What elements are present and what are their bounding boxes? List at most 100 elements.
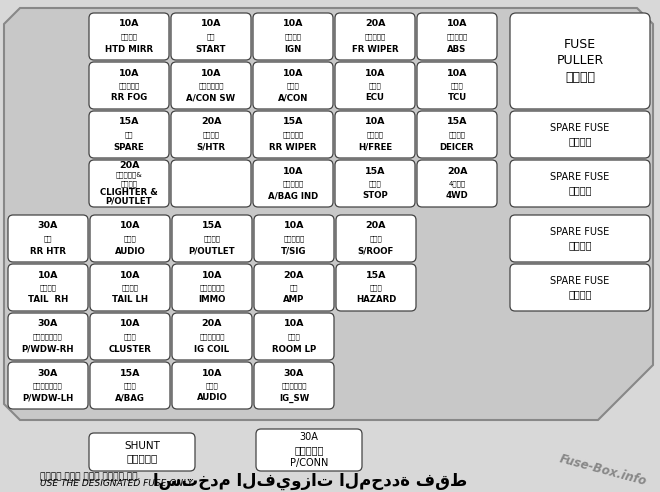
Text: CLIGHTER &: CLIGHTER &: [100, 188, 158, 197]
Text: 10A: 10A: [447, 68, 467, 78]
Text: 예비: 예비: [125, 131, 133, 138]
Text: 10A: 10A: [365, 118, 385, 126]
Text: 실내등: 실내등: [288, 333, 300, 340]
FancyBboxPatch shape: [256, 429, 362, 471]
FancyBboxPatch shape: [89, 111, 169, 158]
Text: P/OUTLET: P/OUTLET: [189, 246, 236, 255]
FancyBboxPatch shape: [172, 362, 252, 409]
Text: TAIL LH: TAIL LH: [112, 296, 148, 305]
FancyBboxPatch shape: [89, 62, 169, 109]
Text: 20A: 20A: [366, 221, 386, 230]
FancyBboxPatch shape: [172, 264, 252, 311]
Text: HAZARD: HAZARD: [356, 296, 396, 305]
Text: 정지등: 정지등: [369, 180, 381, 187]
FancyBboxPatch shape: [335, 111, 415, 158]
Text: 10A: 10A: [119, 221, 140, 230]
Text: 10A: 10A: [282, 20, 303, 29]
FancyBboxPatch shape: [253, 111, 333, 158]
Text: 비상등: 비상등: [370, 284, 382, 291]
Text: SPARE: SPARE: [114, 143, 145, 152]
Text: ABS: ABS: [447, 44, 467, 54]
Text: 선루프: 선루프: [370, 235, 382, 242]
Text: SPARE FUSE
예비퓨즈: SPARE FUSE 예비퓨즈: [550, 172, 610, 195]
Text: 파워윈도우좌측: 파워윈도우좌측: [33, 382, 63, 389]
Text: 시가라이터&: 시가라이터&: [115, 171, 143, 178]
Text: 15A: 15A: [366, 271, 386, 279]
Text: 20A: 20A: [365, 20, 385, 29]
FancyBboxPatch shape: [510, 215, 650, 262]
Text: 이그니션: 이그니션: [284, 33, 302, 40]
Text: 보조소켓: 보조소켓: [203, 235, 220, 242]
Text: 좌측미등: 좌측미등: [121, 284, 139, 291]
FancyBboxPatch shape: [254, 362, 334, 409]
Text: 전방와이퍼: 전방와이퍼: [364, 33, 385, 40]
Text: 20A: 20A: [202, 319, 222, 329]
Text: 15A: 15A: [202, 221, 222, 230]
Text: 이그니션코일: 이그니션코일: [199, 333, 225, 340]
Text: 4WD: 4WD: [446, 191, 469, 201]
Text: TAIL  RH: TAIL RH: [28, 296, 68, 305]
Text: 후면와이퍼: 후면와이퍼: [282, 131, 304, 138]
FancyBboxPatch shape: [335, 13, 415, 60]
FancyBboxPatch shape: [253, 62, 333, 109]
Text: 우측미등: 우측미등: [40, 284, 57, 291]
Text: AUDIO: AUDIO: [197, 394, 228, 402]
Text: A/CON: A/CON: [278, 93, 308, 102]
Polygon shape: [4, 8, 653, 420]
FancyBboxPatch shape: [417, 111, 497, 158]
Text: USE THE DESIGNATED FUSE ONLY.: USE THE DESIGNATED FUSE ONLY.: [40, 480, 195, 489]
Text: ECU: ECU: [366, 93, 384, 102]
FancyBboxPatch shape: [171, 160, 251, 207]
Text: 정격용량 이외의 퓨즈는 사용하지 말것.: 정격용량 이외의 퓨즈는 사용하지 말것.: [40, 472, 141, 482]
FancyBboxPatch shape: [417, 62, 497, 109]
FancyBboxPatch shape: [254, 215, 334, 262]
Text: 20A: 20A: [201, 118, 221, 126]
FancyBboxPatch shape: [253, 13, 333, 60]
FancyBboxPatch shape: [90, 313, 170, 360]
Text: IG COIL: IG COIL: [195, 344, 230, 353]
Text: P/WDW-RH: P/WDW-RH: [22, 344, 74, 353]
Text: 파워윈도우우측: 파워윈도우우측: [33, 333, 63, 340]
Text: SHUNT
선트콘넥터: SHUNT 선트콘넥터: [124, 441, 160, 463]
Text: 미러열선: 미러열선: [121, 33, 137, 40]
Text: 10A: 10A: [119, 271, 140, 279]
Text: 시트열선: 시트열선: [203, 131, 220, 138]
Text: S/HTR: S/HTR: [197, 143, 226, 152]
Text: استخدم الفيوزات المحددة فقط: استخدم الفيوزات المحددة فقط: [153, 472, 467, 490]
FancyBboxPatch shape: [335, 62, 415, 109]
Text: 30A: 30A: [284, 369, 304, 377]
Text: 10A: 10A: [201, 68, 221, 78]
Text: 에어콘: 에어콘: [286, 82, 300, 89]
Text: 10A: 10A: [119, 319, 140, 329]
FancyBboxPatch shape: [335, 160, 415, 207]
Text: 15A: 15A: [447, 118, 467, 126]
Text: 이모빌라이저: 이모빌라이저: [199, 284, 225, 291]
FancyBboxPatch shape: [171, 13, 251, 60]
FancyBboxPatch shape: [510, 264, 650, 311]
Text: AMP: AMP: [283, 296, 305, 305]
Text: 에이비에스: 에이비에스: [446, 33, 468, 40]
Text: 4륙구동: 4륙구동: [448, 180, 465, 187]
Text: A/BAG: A/BAG: [115, 394, 145, 402]
Text: 10A: 10A: [284, 221, 304, 230]
FancyBboxPatch shape: [8, 264, 88, 311]
Text: IMMO: IMMO: [198, 296, 226, 305]
Text: 15A: 15A: [282, 118, 303, 126]
FancyBboxPatch shape: [8, 313, 88, 360]
Text: 10A: 10A: [119, 68, 139, 78]
Text: 20A: 20A: [119, 161, 139, 170]
Text: 에어콘스위치: 에어콘스위치: [198, 82, 224, 89]
Text: 오디오: 오디오: [123, 235, 137, 242]
Text: 20A: 20A: [284, 271, 304, 279]
FancyBboxPatch shape: [171, 111, 251, 158]
FancyBboxPatch shape: [336, 264, 416, 311]
Text: FR WIPER: FR WIPER: [352, 44, 399, 54]
FancyBboxPatch shape: [510, 160, 650, 207]
Text: RR HTR: RR HTR: [30, 246, 66, 255]
FancyBboxPatch shape: [90, 215, 170, 262]
Text: 시동: 시동: [207, 33, 215, 40]
Text: 보조소켓: 보조소켓: [121, 180, 137, 187]
Text: 이씨유: 이씨유: [369, 82, 381, 89]
FancyBboxPatch shape: [336, 215, 416, 262]
FancyBboxPatch shape: [89, 160, 169, 207]
